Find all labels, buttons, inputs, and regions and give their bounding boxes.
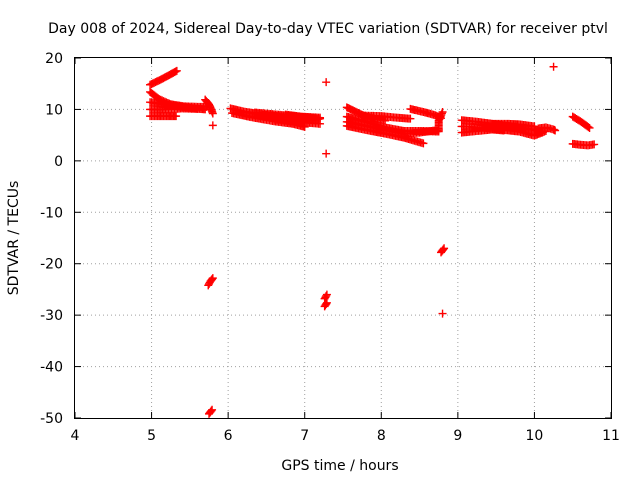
series-point-b7	[322, 149, 331, 158]
x-tick-label: 6	[224, 428, 233, 444]
x-tick-label: 8	[377, 428, 386, 444]
data-point	[193, 104, 202, 113]
series-arc-a4	[146, 104, 202, 114]
data-point	[499, 126, 508, 135]
data-point	[208, 275, 217, 284]
series-arc-c5	[358, 111, 415, 123]
data-point	[438, 309, 447, 318]
series-arc-d5	[534, 123, 560, 135]
series-arc-d4	[488, 119, 539, 131]
y-tick-label: -50	[40, 411, 63, 427]
data-point	[585, 123, 594, 132]
series-arc-a1	[146, 66, 181, 89]
series-arc-e2	[568, 139, 599, 150]
data-point	[584, 123, 593, 132]
data-point	[322, 78, 331, 87]
series-arc-e1	[568, 112, 594, 132]
series-arc-f1	[204, 274, 217, 290]
data-point	[322, 298, 331, 307]
series-arc-h1	[437, 244, 449, 257]
data-point	[438, 246, 447, 255]
data-point	[208, 109, 217, 118]
series-arc-d3	[457, 125, 508, 137]
x-tick-label: 4	[71, 428, 80, 444]
data-marks	[146, 62, 599, 418]
y-tick-label: -40	[40, 360, 63, 376]
series-point-d6	[549, 62, 558, 71]
data-point	[406, 114, 415, 123]
data-point	[440, 244, 449, 253]
series-arc-c7	[434, 108, 447, 134]
y-tick-label: 0	[54, 154, 63, 170]
series-arc-g2	[320, 298, 331, 311]
data-point	[322, 300, 331, 308]
series-point-a7	[208, 121, 217, 130]
data-point	[172, 112, 181, 121]
data-point	[322, 149, 331, 158]
series-point-h2	[438, 309, 447, 318]
data-point	[590, 140, 599, 149]
plot-frame	[74, 57, 612, 419]
data-point	[322, 290, 331, 299]
x-tick-label: 5	[147, 428, 156, 444]
y-tick-label: 10	[45, 102, 63, 118]
data-point	[207, 406, 216, 415]
y-axis-label: SDTVAR / TECUs	[6, 181, 22, 296]
data-point	[419, 139, 428, 148]
data-point	[316, 113, 325, 122]
x-tick-label: 9	[453, 428, 462, 444]
series-point-b6	[322, 78, 331, 87]
y-tick-label: -20	[40, 257, 63, 273]
x-tick-label: 10	[526, 428, 544, 444]
series-arc-g1	[320, 290, 331, 303]
data-point	[381, 116, 390, 125]
series-arc-c4	[342, 121, 428, 148]
data-point	[208, 121, 217, 130]
series-arc-f2	[205, 405, 217, 418]
y-tick-label: -30	[40, 308, 63, 324]
y-tick-label: -10	[40, 205, 63, 221]
axis-ticks: 4 5 6 7 8 9 10 11 20 10 0 -10 -20 -30 -40 -50	[40, 51, 620, 444]
series-arc-a5	[146, 112, 181, 121]
data-point	[172, 66, 181, 75]
series-arc-a6	[201, 95, 217, 118]
data-point	[208, 274, 217, 283]
gridlines	[75, 58, 611, 418]
data-point	[438, 108, 447, 116]
data-point	[206, 407, 215, 416]
chart-title: Day 008 of 2024, Sidereal Day-to-day VTE…	[48, 21, 608, 37]
data-point	[322, 291, 331, 300]
y-tick-label: 20	[45, 51, 63, 67]
data-point	[439, 245, 448, 254]
x-tick-label: 11	[602, 428, 620, 444]
data-point	[208, 405, 217, 414]
data-point	[551, 126, 560, 135]
x-axis-label: GPS time / hours	[281, 458, 398, 474]
x-tick-label: 7	[300, 428, 309, 444]
data-point	[549, 62, 558, 71]
series-arc-b5	[281, 110, 325, 122]
